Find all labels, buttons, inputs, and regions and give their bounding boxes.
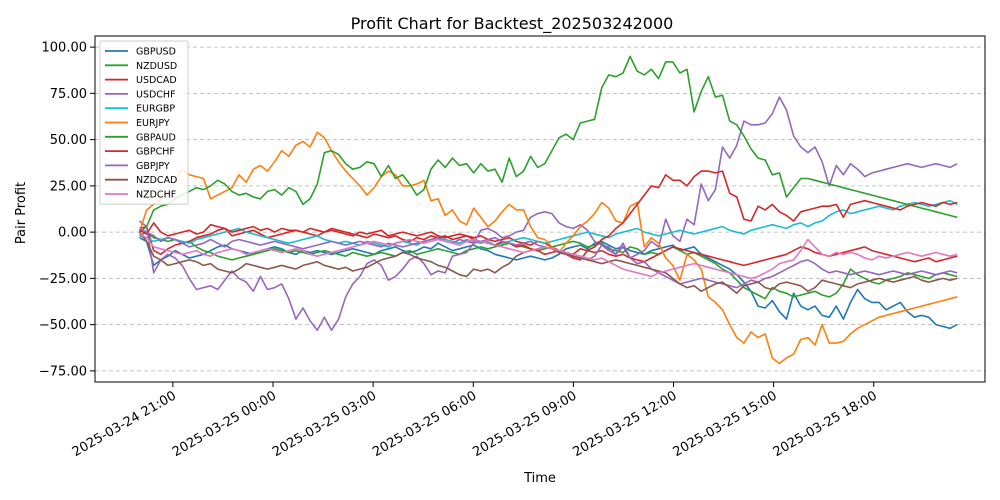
legend-label: USDCHF: [136, 89, 176, 100]
y-axis: 100.00 75.00 50.00 25.00 0.00 −25.00 −50.00 −75…: [39, 41, 95, 379]
legend: GBPUSD NZDUSD USDCAD USDCHF EURGBP EURJPY GBPA…: [99, 40, 189, 205]
plot-frame: [94, 35, 986, 383]
series-line-usdchf: [139, 96, 958, 332]
x-axis-label: Time: [523, 471, 556, 486]
legend-label: GBPAUD: [136, 132, 176, 143]
legend-label: GBPUSD: [136, 47, 176, 58]
grid-lines: [95, 46, 985, 372]
x-tick-label: 2025-03-25 06:00: [370, 388, 479, 460]
legend-label: NZDCHF: [136, 190, 176, 201]
y-tick-label: −50.00: [39, 318, 87, 333]
x-tick-label: 2025-03-25 12:00: [571, 388, 680, 460]
y-tick-label: 0.00: [58, 226, 87, 241]
x-tick-label: 2025-03-25 15:00: [671, 388, 780, 460]
y-tick-label: 75.00: [50, 87, 87, 102]
series-line-eurgbp: [139, 199, 958, 248]
y-tick-label: −25.00: [39, 272, 87, 287]
series-line-eurjpy: [138, 131, 958, 365]
series-line-gbpaud: [139, 55, 958, 233]
legend-label: EURJPY: [136, 118, 170, 129]
legend-label: GBPJPY: [136, 161, 170, 172]
series-lines: [138, 55, 958, 365]
x-tick-label: 2025-03-25 09:00: [470, 388, 579, 460]
legend-label: NZDUSD: [136, 61, 177, 72]
legend-label: USDCAD: [136, 75, 177, 86]
x-tick-label: 2025-03-25 03:00: [270, 388, 379, 460]
x-tick-label: 2025-03-25 18:00: [771, 388, 880, 460]
legend-box: [99, 40, 189, 205]
x-tick-label: 2025-03-24 21:00: [70, 388, 179, 460]
legend-label: GBPCHF: [136, 147, 175, 158]
legend-label: EURGBP: [136, 104, 175, 115]
legend-label: NZDCAD: [136, 175, 177, 186]
y-tick-label: 50.00: [50, 133, 87, 148]
y-tick-label: 100.00: [42, 41, 88, 56]
series-line-gbpusd: [139, 236, 958, 330]
y-axis-label: Pair Profit: [14, 182, 29, 244]
x-tick-label: 2025-03-25 00:00: [170, 388, 279, 460]
y-tick-label: −75.00: [39, 364, 87, 379]
y-tick-label: 25.00: [50, 179, 87, 194]
chart-title: Profit Chart for Backtest_202503242000: [351, 14, 674, 34]
series-line-gbpchf: [139, 170, 958, 261]
series-line-nzdchf: [139, 233, 958, 280]
series-line-nzdcad: [138, 231, 958, 295]
